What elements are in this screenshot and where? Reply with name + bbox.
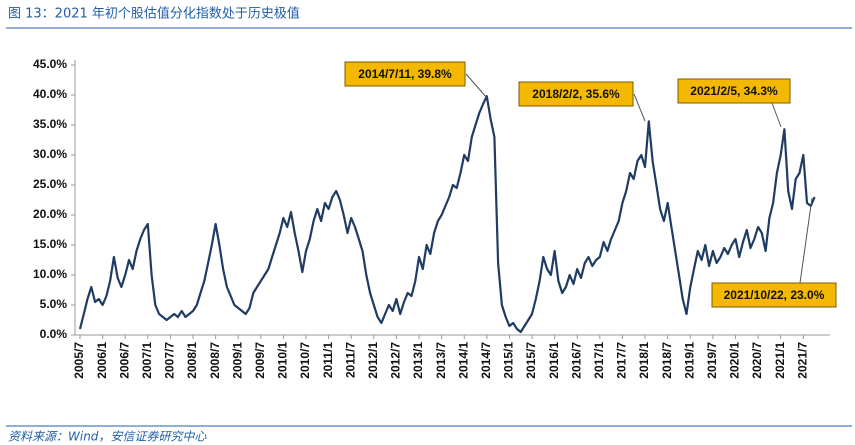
- y-tick-label: 5.0%: [40, 297, 68, 311]
- x-tick-label: 2016/7: [569, 342, 583, 379]
- x-tick-label: 2013/1: [411, 342, 425, 379]
- x-tick-label: 2007/1: [140, 342, 154, 379]
- annotation-arrow: [633, 93, 646, 122]
- x-tick-label: 2010/7: [298, 342, 312, 379]
- annotation-box: [344, 61, 466, 87]
- x-tick-label: 2009/7: [253, 342, 267, 379]
- x-tick-label: 2021/7: [795, 342, 809, 379]
- annotation-arrow: [799, 197, 813, 284]
- y-tick-label: 20.0%: [33, 207, 67, 221]
- x-tick-label: 2009/1: [230, 342, 244, 379]
- x-tick-label: 2020/1: [728, 342, 742, 379]
- y-tick-label: 40.0%: [33, 87, 67, 101]
- x-tick-label: 2013/7: [434, 342, 448, 379]
- annotation-text: 2014/7/11, 39.8%: [358, 67, 452, 81]
- x-tick-label: 2008/7: [208, 342, 222, 379]
- x-tick-label: 2008/1: [185, 342, 199, 379]
- annotation-text: 2021/10/22, 23.0%: [724, 288, 825, 302]
- annotation-arrow: [771, 102, 782, 128]
- y-tick-label: 30.0%: [33, 147, 67, 161]
- x-tick-label: 2015/1: [502, 342, 516, 379]
- x-tick-label: 2019/7: [705, 342, 719, 379]
- x-tick-label: 2010/1: [276, 342, 290, 379]
- x-tick-label: 2012/1: [366, 342, 380, 379]
- x-tick-label: 2015/7: [524, 342, 538, 379]
- y-tick-label: 45.0%: [33, 57, 67, 71]
- x-tick-label: 2014/1: [456, 342, 470, 379]
- y-tick-label: 0.0%: [40, 327, 68, 341]
- x-tick-label: 2006/7: [117, 342, 131, 379]
- annotation-arrow: [465, 73, 488, 99]
- x-tick-label: 2012/7: [389, 342, 403, 379]
- x-tick-label: 2020/7: [750, 342, 764, 379]
- x-tick-label: 2016/1: [547, 342, 561, 379]
- series-line: [78, 95, 816, 334]
- y-tick-label: 25.0%: [33, 177, 67, 191]
- x-tick-label: 2018/7: [660, 342, 674, 379]
- x-tick-label: 2007/7: [163, 342, 177, 379]
- x-tick-label: 2018/1: [637, 342, 651, 379]
- annotation-box: [518, 81, 634, 107]
- annotation-box: [677, 78, 791, 104]
- x-tick-label: 2014/7: [479, 342, 493, 379]
- x-tick-label: 2019/1: [682, 342, 696, 379]
- source: 资料来源：Wind，安信证券研究中心: [8, 430, 207, 444]
- x-tick-label: 2011/7: [343, 342, 357, 378]
- y-tick-label: 35.0%: [33, 117, 67, 131]
- x-tick-label: 2021/1: [773, 342, 787, 379]
- chart-title: 图 13：2021 年初个股估值分化指数处于历史极值: [8, 6, 300, 22]
- annotation-text: 2021/2/5, 34.3%: [690, 84, 778, 98]
- x-tick-label: 2005/7: [72, 342, 86, 379]
- y-tick-label: 15.0%: [33, 237, 67, 251]
- x-tick-label: 2011/1: [321, 342, 335, 378]
- annotation-box: [711, 282, 837, 308]
- x-tick-label: 2017/1: [592, 342, 606, 379]
- annotation-text: 2018/2/2, 35.6%: [532, 87, 620, 101]
- x-tick-label: 2006/1: [95, 342, 109, 379]
- x-tick-label: 2017/7: [615, 342, 629, 379]
- y-tick-label: 10.0%: [33, 267, 67, 281]
